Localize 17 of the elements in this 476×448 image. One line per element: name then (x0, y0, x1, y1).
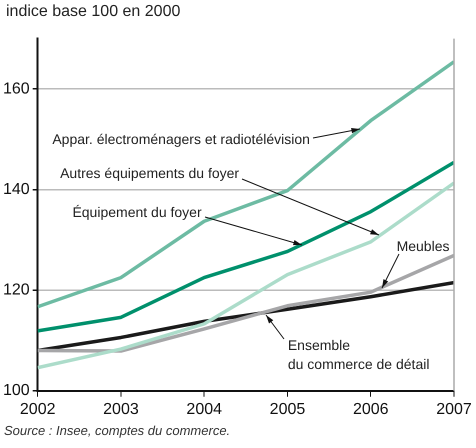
annotation: Autres équipements du foyer (60, 164, 240, 183)
x-tick-label: 2003 (103, 400, 139, 418)
source-note: Source : Insee, comptes du commerce. (3, 422, 232, 440)
annotation: Équipement du foyer (72, 202, 202, 222)
x-tick-label: 2002 (20, 400, 56, 418)
annotation: Meubles (396, 236, 450, 256)
x-tick-label: 2006 (352, 400, 389, 418)
x-tick-label: 2005 (270, 400, 306, 418)
y-tick-label: 100 (2, 382, 30, 400)
y-tick-label: 140 (2, 180, 30, 198)
y-tick-label: 120 (2, 282, 30, 299)
x-tick-label: 2004 (186, 400, 222, 418)
y-axis-title: indice base 100 en 2000 (5, 2, 182, 22)
annotation: Appar. électroménagers et radiotélévision (52, 130, 310, 150)
y-tick-label: 160 (2, 80, 30, 98)
x-tick-label: 2007 (436, 400, 472, 418)
annotation: Ensemble du commerce de détail (288, 336, 430, 374)
